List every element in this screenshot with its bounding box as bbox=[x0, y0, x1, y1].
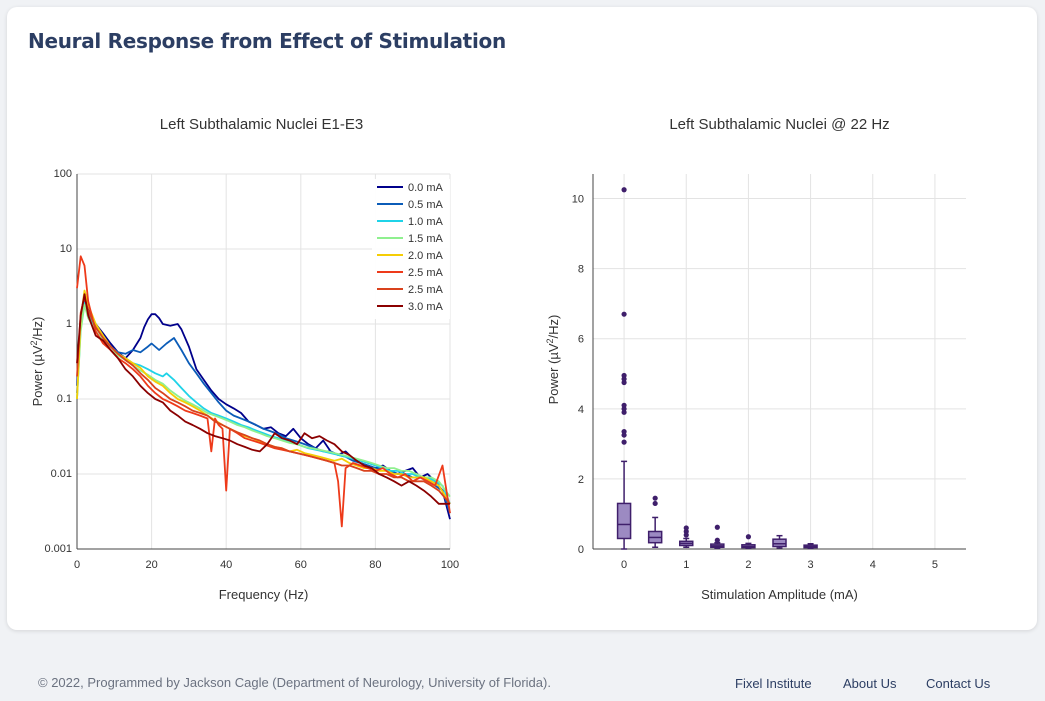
x-tick-label: 80 bbox=[369, 559, 381, 571]
y-axis-label-tail: /Hz) bbox=[30, 317, 45, 341]
outlier-point bbox=[621, 402, 627, 408]
outlier-point bbox=[652, 495, 658, 501]
legend-item: 1.5 mA bbox=[408, 233, 444, 245]
outlier-point bbox=[621, 439, 627, 445]
x-tick-label: 0 bbox=[74, 559, 80, 571]
footer-link-fixel-institute[interactable]: Fixel Institute bbox=[735, 676, 812, 691]
outlier-point bbox=[683, 525, 689, 531]
chart-title: Left Subthalamic Nuclei E1-E3 bbox=[160, 116, 363, 133]
box-body bbox=[616, 502, 632, 540]
y-tick-label: 100 bbox=[54, 168, 72, 180]
y-axis-label: Power (µV2/Hz) bbox=[29, 317, 45, 407]
x-tick-label: 20 bbox=[145, 559, 157, 571]
series-line-6 bbox=[76, 296, 451, 505]
footer-copyright: © 2022, Programmed by Jackson Cagle (Dep… bbox=[38, 675, 551, 690]
y-tick-label: 8 bbox=[578, 264, 584, 276]
y-tick-label: 10 bbox=[60, 243, 72, 255]
y-axis-label: Power (µV2/Hz) bbox=[545, 315, 561, 405]
y-axis-label-sup: 2 bbox=[545, 338, 555, 343]
y-axis-label-main: Power (µV bbox=[30, 345, 45, 406]
y-axis-label-sup: 2 bbox=[29, 340, 39, 345]
outlier-point bbox=[714, 524, 720, 530]
y-tick-label: 6 bbox=[578, 334, 584, 346]
x-tick-label: 3 bbox=[808, 559, 814, 571]
x-axis-label: Stimulation Amplitude (mA) bbox=[701, 587, 858, 602]
x-tick-label: 2 bbox=[745, 559, 751, 571]
x-tick-label: 1 bbox=[683, 559, 689, 571]
legend-box bbox=[372, 179, 450, 319]
footer-link-contact-us[interactable]: Contact Us bbox=[926, 676, 991, 691]
x-tick-label: 5 bbox=[932, 559, 938, 571]
legend-item: 2.0 mA bbox=[408, 250, 444, 262]
outlier-point bbox=[714, 537, 720, 543]
y-tick-label: 0.01 bbox=[51, 468, 72, 480]
spectrum-line-chart: Left Subthalamic Nuclei E1-E30 20 40 60 80 10… bbox=[29, 116, 459, 602]
series-line-5 bbox=[76, 255, 451, 528]
outlier-point bbox=[621, 311, 627, 317]
x-tick-label: 60 bbox=[295, 559, 307, 571]
outlier-point bbox=[621, 372, 627, 379]
x-tick-label: 100 bbox=[441, 559, 459, 571]
page-title: Neural Response from Effect of Stimulati… bbox=[28, 29, 506, 53]
legend-item: 0.5 mA bbox=[408, 199, 444, 211]
y-axis-label-tail: /Hz) bbox=[546, 315, 561, 339]
footer-nav: Fixel Institute About Us Contact Us bbox=[0, 676, 1045, 696]
y-tick-label: 4 bbox=[578, 404, 584, 416]
y-tick-label: 0.1 bbox=[57, 393, 72, 405]
y-tick-label: 0.001 bbox=[44, 543, 72, 555]
y-tick-label: 10 bbox=[572, 194, 584, 206]
main-card: Neural Response from Effect of Stimulati… bbox=[7, 7, 1037, 630]
legend-item: 0.0 mA bbox=[408, 182, 444, 194]
x-tick-label: 0 bbox=[621, 559, 627, 571]
amplitude-box-chart: Left Subthalamic Nuclei @ 22 Hz 0 1 2 3 4 5 0 2 4… bbox=[545, 116, 966, 602]
outlier-point bbox=[652, 500, 658, 507]
y-tick-label: 1 bbox=[66, 318, 72, 330]
outlier-point bbox=[745, 534, 752, 540]
chart-title: Left Subthalamic Nuclei @ 22 Hz bbox=[669, 116, 889, 133]
x-tick-label: 40 bbox=[220, 559, 232, 571]
x-tick-label: 4 bbox=[870, 559, 876, 571]
legend-item: 2.5 mA bbox=[408, 284, 444, 296]
outlier-point bbox=[621, 187, 627, 193]
y-tick-label: 0 bbox=[578, 544, 584, 556]
x-axis-label: Frequency (Hz) bbox=[219, 587, 309, 602]
legend-item: 1.0 mA bbox=[408, 216, 444, 228]
box-body bbox=[772, 538, 787, 548]
y-axis-label-main: Power (µV bbox=[546, 343, 561, 404]
y-tick-label: 2 bbox=[578, 474, 584, 486]
footer-link-about-us[interactable]: About Us bbox=[843, 676, 897, 691]
legend-item: 2.5 mA bbox=[408, 267, 444, 279]
series-line-7 bbox=[76, 293, 450, 505]
outlier-point bbox=[621, 428, 627, 435]
legend-item: 3.0 mA bbox=[408, 301, 444, 313]
